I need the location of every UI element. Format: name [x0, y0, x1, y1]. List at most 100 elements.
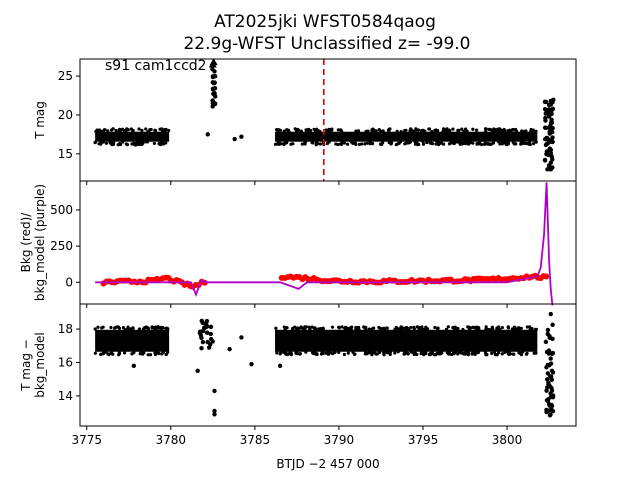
- data-point: [500, 325, 504, 330]
- data-point: [210, 80, 216, 85]
- data-point: [153, 327, 158, 331]
- y-tick-label: 25: [58, 69, 73, 83]
- data-point: [491, 141, 496, 145]
- data-point: [548, 412, 553, 417]
- data-point: [291, 142, 295, 146]
- data-point: [468, 141, 472, 145]
- data-point: [550, 393, 556, 398]
- data-point: [435, 129, 440, 133]
- panel-bkg: 0 250 500 Bkg (red)/bkg_model (purple): [19, 180, 577, 308]
- data-point: [550, 336, 555, 342]
- data-point: [340, 325, 344, 329]
- data-point: [389, 141, 394, 145]
- data-point: [117, 326, 122, 330]
- data-point: [144, 127, 148, 131]
- data-point: [275, 351, 279, 355]
- data-point: [101, 325, 105, 329]
- data-point: [440, 351, 444, 355]
- data-point: [346, 328, 350, 332]
- data-point: [436, 142, 441, 147]
- data-point: [141, 141, 145, 145]
- data-point: [153, 352, 158, 357]
- data-point: [512, 352, 516, 356]
- data-point: [353, 141, 357, 145]
- data-point: [368, 142, 372, 146]
- data-point: [393, 351, 397, 355]
- data-point: [315, 352, 319, 356]
- data-point: [310, 325, 314, 329]
- data-point: [274, 326, 278, 330]
- data-point: [453, 140, 457, 144]
- data-point: [249, 361, 254, 367]
- data-point: [483, 129, 488, 134]
- data-point: [490, 351, 494, 355]
- data-point: [277, 140, 281, 144]
- data-point: [480, 143, 484, 147]
- y-tick-label: 15: [58, 147, 73, 161]
- data-point: [213, 94, 218, 99]
- data-point: [239, 335, 244, 340]
- data-point: [545, 331, 550, 337]
- data-point: [449, 352, 454, 357]
- data-point: [487, 127, 491, 131]
- data-point: [506, 325, 510, 329]
- chart-title-line1: AT2025jki WFST0584qaog: [214, 12, 436, 32]
- data-point: [290, 326, 295, 331]
- data-point: [394, 143, 398, 147]
- data-point: [337, 350, 341, 354]
- data-point: [204, 318, 210, 324]
- data-point: [544, 388, 549, 393]
- data-point: [109, 352, 113, 356]
- data-point: [344, 325, 348, 330]
- data-point: [286, 128, 291, 132]
- data-point: [278, 352, 282, 356]
- data-point: [93, 351, 97, 355]
- data-point: [283, 350, 288, 354]
- data-point: [527, 142, 531, 146]
- data-point: [498, 141, 503, 146]
- data-point: [534, 327, 538, 331]
- y-tick-label: 500: [50, 203, 73, 217]
- data-point: [445, 127, 449, 131]
- data-point: [199, 345, 204, 351]
- data-point: [354, 328, 358, 332]
- data-point: [318, 142, 322, 146]
- data-point: [200, 339, 206, 345]
- data-band-1: [275, 329, 538, 352]
- data-point: [141, 350, 146, 354]
- data-point: [550, 370, 556, 375]
- data-point: [314, 141, 319, 145]
- data-point: [506, 140, 510, 144]
- data-point: [385, 326, 389, 330]
- data-point: [299, 129, 303, 133]
- data-point: [482, 142, 487, 146]
- data-point: [160, 352, 164, 356]
- data-point: [109, 325, 113, 330]
- data-point: [531, 129, 535, 133]
- data-point: [160, 127, 164, 131]
- data-point: [111, 127, 115, 131]
- data-point: [125, 142, 130, 147]
- data-point: [304, 350, 308, 354]
- data-point: [212, 388, 217, 394]
- data-point: [525, 351, 529, 356]
- data-point: [149, 127, 153, 132]
- data-point: [356, 325, 360, 330]
- data-point: [461, 351, 466, 356]
- data-point: [550, 125, 555, 131]
- data-point: [387, 140, 391, 145]
- data-point: [409, 350, 414, 354]
- data-point: [423, 350, 427, 354]
- data-point: [146, 326, 150, 330]
- data-point: [284, 326, 288, 330]
- data-point: [199, 335, 204, 341]
- data-point: [382, 353, 386, 357]
- data-point: [330, 325, 335, 329]
- data-point: [387, 127, 391, 131]
- x-tick-label: 3775: [71, 433, 102, 447]
- data-point: [521, 350, 525, 354]
- data-point: [471, 127, 475, 131]
- data-point: [206, 345, 212, 350]
- data-point: [550, 322, 555, 328]
- data-point: [140, 128, 144, 132]
